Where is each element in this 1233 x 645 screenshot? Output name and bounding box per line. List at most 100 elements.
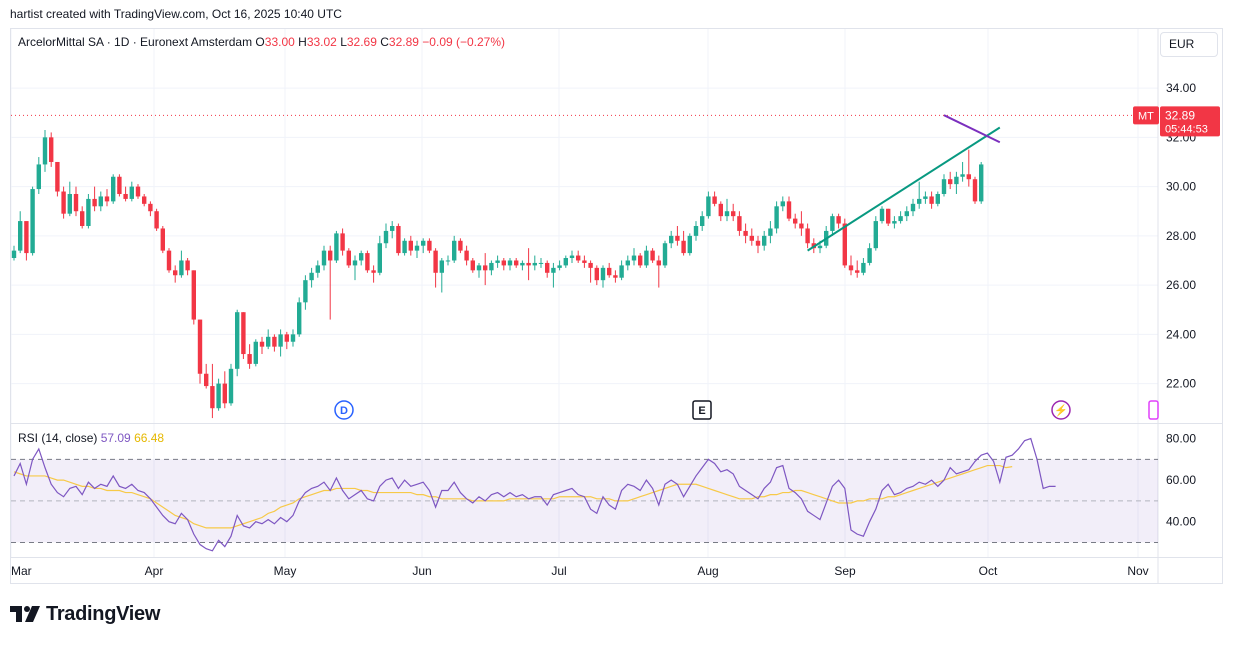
legend-low-label: L [340, 35, 347, 49]
candle-body [30, 189, 35, 254]
candle-body [179, 260, 184, 276]
candle-body [929, 196, 934, 204]
candle-body [452, 240, 457, 261]
legend-change: −0.09 (−0.27%) [422, 35, 506, 49]
candle-body [520, 262, 525, 266]
candle-body [960, 174, 965, 177]
candle-body [631, 255, 637, 261]
chart-caption: hartist created with TradingView.com, Oc… [10, 7, 342, 21]
candle-body [272, 336, 277, 347]
candle-body [873, 221, 878, 249]
candle-body [11, 250, 17, 259]
candle-body [600, 267, 606, 281]
legend-close-value: 32.89 [388, 35, 419, 49]
candle-body [458, 240, 463, 251]
candle-body [786, 201, 792, 219]
rsi-ma-line [13, 464, 1013, 529]
candle-body [737, 216, 742, 231]
candle-body [662, 243, 668, 266]
candle-body [495, 260, 500, 263]
candle-body [123, 193, 128, 199]
candle-body [941, 179, 947, 194]
candle-body [879, 208, 885, 222]
candle-body [644, 250, 649, 266]
candle-body [383, 230, 389, 244]
candle-body [904, 211, 909, 217]
candle-body [594, 267, 599, 281]
symbol-tag-badge [1133, 106, 1159, 125]
candle-body [793, 218, 798, 224]
candle-body [111, 176, 116, 202]
candle-body [266, 336, 271, 347]
rsi-tick-label: 40.00 [1166, 515, 1196, 529]
legend-close-label: C [380, 35, 389, 49]
time-axis-label: Jun [412, 564, 431, 578]
candle-body [160, 228, 165, 251]
price-tick-label: 34.00 [1166, 81, 1196, 95]
price-legend: ArcelorMittal SA · 1D · Euronext Amsterd… [18, 35, 505, 49]
rsi-legend: RSI (14, close) 57.09 66.48 [18, 431, 164, 445]
candle-body [284, 334, 289, 342]
price-tick-label: 30.00 [1166, 180, 1196, 194]
rsi-value: 57.09 [100, 431, 131, 445]
price-tick-label: 24.00 [1166, 327, 1196, 341]
rsi-tick-label: 60.00 [1166, 473, 1196, 487]
chart-frame[interactable]: 34.00 32.00 30.00 28.00 26.00 24.00 22.00 32.89… [10, 28, 1223, 584]
legend-high-value: 33.02 [306, 35, 337, 49]
candle-body [805, 228, 810, 244]
candle-body [817, 245, 823, 249]
trendline-support [807, 126, 1001, 252]
candle-body [700, 216, 705, 226]
candle-body [476, 265, 482, 271]
candle-body [321, 250, 327, 266]
candle-body [712, 196, 717, 204]
candle-body [861, 262, 866, 273]
candle-body [954, 176, 959, 185]
candle-body [563, 258, 568, 266]
candle-body [309, 272, 314, 281]
candle-body [334, 233, 339, 261]
rsi-label[interactable]: RSI (14, close) [18, 431, 98, 445]
candle-body [439, 260, 444, 273]
candle-body [935, 193, 940, 204]
legend-high-label: H [298, 35, 307, 49]
candle-body [625, 260, 630, 266]
countdown-label: 05:44:53 [1165, 123, 1208, 135]
candle-body [948, 179, 953, 185]
candle-body [923, 196, 928, 199]
candle-body [867, 248, 872, 263]
candle-body [445, 260, 451, 262]
candle-body [842, 223, 847, 266]
candle-body [972, 179, 978, 202]
candle-body [638, 255, 643, 266]
candle-body [371, 270, 376, 273]
chart-svg[interactable]: 34.0032.0030.0028.0026.0024.0022.0032.89… [11, 29, 1222, 583]
candle-body [166, 250, 172, 271]
split-marker [1051, 400, 1071, 420]
candle-body [414, 245, 420, 251]
currency-button[interactable]: EUR [1160, 32, 1218, 57]
candle-body [142, 196, 147, 204]
candle-body [253, 341, 258, 364]
legend-symbol[interactable]: ArcelorMittal SA · 1D · Euronext Amsterd… [18, 35, 253, 49]
candle-body [241, 312, 246, 355]
candle-body [731, 211, 736, 217]
logo-text: TradingView [46, 602, 161, 625]
candle-body [979, 164, 984, 202]
candle-body [656, 260, 661, 266]
candle-body [340, 233, 345, 251]
candle-body [433, 250, 438, 273]
candle-body [650, 250, 655, 261]
candle-body [755, 240, 761, 246]
candle-body [718, 203, 723, 217]
candle-body [55, 161, 60, 192]
tradingview-logo[interactable]: TradingView [10, 603, 160, 625]
candle-body [898, 216, 903, 222]
candle-body [154, 211, 159, 229]
candle-body [117, 176, 122, 194]
candle-body [507, 260, 513, 266]
partial-event-marker [1148, 400, 1159, 420]
price-tick-label: 22.00 [1166, 377, 1196, 391]
candle-body [92, 198, 97, 207]
symbol-tag-label: MT [1138, 110, 1154, 122]
